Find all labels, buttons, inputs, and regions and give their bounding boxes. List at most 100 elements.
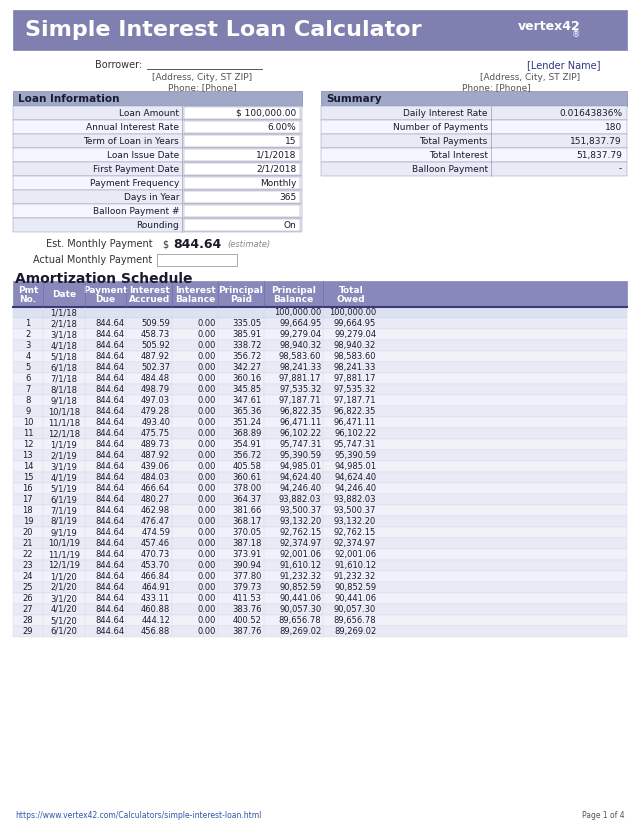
Text: 844.64: 844.64 xyxy=(96,363,124,372)
Bar xyxy=(13,626,627,637)
Text: 844.64: 844.64 xyxy=(96,594,124,603)
Text: 97,535.32: 97,535.32 xyxy=(279,385,322,394)
Text: 387.18: 387.18 xyxy=(233,539,262,548)
Text: 98,241.33: 98,241.33 xyxy=(334,363,376,372)
Text: 2/1/20: 2/1/20 xyxy=(50,583,77,592)
Text: 91,232.32: 91,232.32 xyxy=(334,572,376,581)
Text: 493.40: 493.40 xyxy=(141,418,170,427)
Text: 0.00: 0.00 xyxy=(197,352,216,361)
Text: 1/1/19: 1/1/19 xyxy=(50,440,77,449)
Text: Number of Payments: Number of Payments xyxy=(392,123,488,132)
Text: 498.79: 498.79 xyxy=(141,385,170,394)
Text: 365.36: 365.36 xyxy=(233,407,262,416)
Bar xyxy=(13,395,627,406)
Text: 466.84: 466.84 xyxy=(141,572,170,581)
Text: 0.00: 0.00 xyxy=(197,605,216,614)
Text: 377.80: 377.80 xyxy=(233,572,262,581)
Bar xyxy=(13,560,627,571)
Text: 487.92: 487.92 xyxy=(141,352,170,361)
Text: 89,269.02: 89,269.02 xyxy=(334,627,376,636)
Text: 453.70: 453.70 xyxy=(141,561,170,570)
Text: Paid: Paid xyxy=(230,295,252,304)
Bar xyxy=(13,483,627,494)
Text: 0.00: 0.00 xyxy=(197,484,216,493)
Bar xyxy=(13,582,627,593)
Text: 4/1/19: 4/1/19 xyxy=(50,473,77,482)
Text: 370.05: 370.05 xyxy=(233,528,262,537)
Text: 368.17: 368.17 xyxy=(233,517,262,526)
Text: 457.46: 457.46 xyxy=(141,539,170,548)
Text: First Payment Date: First Payment Date xyxy=(93,165,179,174)
Text: 0.00: 0.00 xyxy=(197,561,216,570)
Text: No.: No. xyxy=(19,295,36,304)
Text: 0.00: 0.00 xyxy=(197,495,216,504)
Text: 96,822.35: 96,822.35 xyxy=(279,407,322,416)
Bar xyxy=(13,505,627,516)
Text: 345.85: 345.85 xyxy=(233,385,262,394)
Text: 98,241.33: 98,241.33 xyxy=(279,363,322,372)
Text: 379.73: 379.73 xyxy=(233,583,262,592)
Bar xyxy=(322,148,627,162)
Bar xyxy=(184,191,299,203)
Text: 0.00: 0.00 xyxy=(197,517,216,526)
Text: 0.00: 0.00 xyxy=(197,572,216,581)
Text: 89,656.78: 89,656.78 xyxy=(334,616,376,625)
Text: 90,441.06: 90,441.06 xyxy=(334,594,376,603)
Text: 23: 23 xyxy=(22,561,33,570)
Text: 94,246.40: 94,246.40 xyxy=(280,484,322,493)
Text: 480.27: 480.27 xyxy=(141,495,170,504)
Bar xyxy=(13,120,301,134)
Text: 5/1/18: 5/1/18 xyxy=(50,352,77,361)
Text: 373.91: 373.91 xyxy=(233,550,262,559)
Text: 497.03: 497.03 xyxy=(141,396,170,405)
Text: 90,057.30: 90,057.30 xyxy=(334,605,376,614)
Text: 0.00: 0.00 xyxy=(197,616,216,625)
Bar xyxy=(13,406,627,417)
Text: 12: 12 xyxy=(23,440,33,449)
Text: 390.94: 390.94 xyxy=(233,561,262,570)
Text: Est. Monthly Payment: Est. Monthly Payment xyxy=(46,239,152,249)
Text: 90,852.59: 90,852.59 xyxy=(334,583,376,592)
Text: 97,535.32: 97,535.32 xyxy=(334,385,376,394)
Text: 456.88: 456.88 xyxy=(141,627,170,636)
Bar xyxy=(13,148,301,162)
Text: 0.00: 0.00 xyxy=(197,385,216,394)
Text: 0.00: 0.00 xyxy=(197,506,216,515)
Text: 844.64: 844.64 xyxy=(96,352,124,361)
Bar xyxy=(13,318,627,329)
Text: 11: 11 xyxy=(23,429,33,438)
Text: 93,882.03: 93,882.03 xyxy=(334,495,376,504)
Text: 484.03: 484.03 xyxy=(141,473,170,482)
Text: 99,664.95: 99,664.95 xyxy=(279,319,322,328)
Text: 3: 3 xyxy=(25,341,31,350)
Text: 99,664.95: 99,664.95 xyxy=(334,319,376,328)
Bar xyxy=(13,329,627,340)
Text: 844.64: 844.64 xyxy=(96,528,124,537)
Text: Loan Amount: Loan Amount xyxy=(119,109,179,118)
Text: 844.64: 844.64 xyxy=(96,418,124,427)
Text: 844.64: 844.64 xyxy=(96,374,124,383)
Bar xyxy=(184,121,299,133)
Text: 2/1/19: 2/1/19 xyxy=(50,451,77,460)
Text: 92,762.15: 92,762.15 xyxy=(279,528,322,537)
Text: 21: 21 xyxy=(23,539,33,548)
Text: 476.47: 476.47 xyxy=(141,517,170,526)
Text: Balloon Payment: Balloon Payment xyxy=(412,165,488,174)
Text: 844.64: 844.64 xyxy=(96,605,124,614)
Bar xyxy=(13,351,627,362)
Text: 17: 17 xyxy=(22,495,33,504)
Text: 19: 19 xyxy=(23,517,33,526)
Text: 356.72: 356.72 xyxy=(233,352,262,361)
Text: 96,822.35: 96,822.35 xyxy=(334,407,376,416)
Text: 11/1/19: 11/1/19 xyxy=(48,550,80,559)
Bar xyxy=(322,106,627,120)
Text: Payment: Payment xyxy=(83,286,128,295)
Text: 365: 365 xyxy=(280,193,297,202)
Text: Total Payments: Total Payments xyxy=(419,137,488,146)
Text: 1/1/18: 1/1/18 xyxy=(50,308,77,317)
Text: Phone: [Phone]: Phone: [Phone] xyxy=(168,83,236,92)
Text: 100,000.00: 100,000.00 xyxy=(275,308,322,317)
Text: 844.64: 844.64 xyxy=(96,330,124,339)
Text: 28: 28 xyxy=(22,616,33,625)
Text: 93,132.20: 93,132.20 xyxy=(279,517,322,526)
